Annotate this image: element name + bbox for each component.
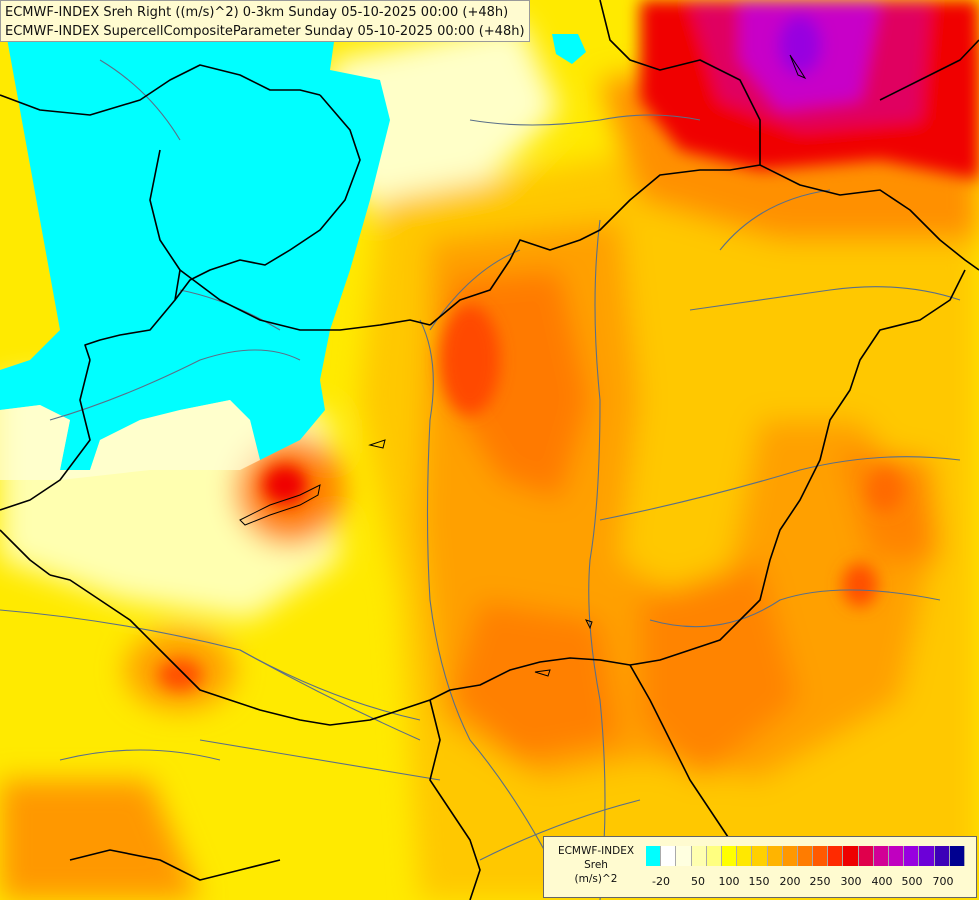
border-czechia-austria bbox=[84, 149, 181, 361]
legend-swatch bbox=[691, 846, 707, 866]
title-line-1: ECMWF-INDEX Sreh Right ((m/s)^2) 0-3km S… bbox=[5, 5, 509, 20]
river-sw bbox=[59, 749, 221, 761]
border-czechia-slovakia bbox=[174, 94, 361, 301]
legend-swatch bbox=[873, 846, 889, 866]
field-cyan-nw bbox=[0, 0, 390, 470]
legend-tick-label: 300 bbox=[840, 875, 862, 888]
field-red-core-1 bbox=[440, 305, 500, 415]
legend-swatch bbox=[661, 846, 677, 866]
legend-title-line-3: (m/s)^2 bbox=[574, 873, 618, 885]
river-west-3 bbox=[99, 59, 181, 141]
border-hungary-croatia bbox=[49, 574, 431, 726]
legend-tick-label: 250 bbox=[809, 875, 831, 888]
border-poland-slovakia bbox=[599, 0, 761, 165]
river-somes bbox=[689, 286, 961, 311]
river-tisza bbox=[588, 219, 606, 900]
field-darkorange-2 bbox=[450, 600, 620, 760]
legend-title: ECMWF-INDEX Sreh (m/s)^2 bbox=[548, 844, 644, 886]
river-south-east bbox=[649, 589, 941, 628]
legend-tick-label: 400 bbox=[871, 875, 893, 888]
legend-swatch bbox=[646, 846, 662, 866]
lake-small-2 bbox=[534, 669, 551, 677]
legend-swatch bbox=[858, 846, 874, 866]
river-east-1 bbox=[719, 189, 831, 251]
river-north bbox=[469, 114, 701, 126]
border-slovakia-ukraine bbox=[759, 164, 979, 271]
legend-tick-label: 500 bbox=[901, 875, 923, 888]
border-slovakia-hungary bbox=[429, 164, 761, 326]
border-croatia-serbia bbox=[429, 699, 481, 900]
legend-tick-label: 200 bbox=[779, 875, 801, 888]
legend-tick-label: 700 bbox=[932, 875, 954, 888]
field-red-core-2 bbox=[263, 465, 307, 505]
field-red-core-3 bbox=[158, 659, 202, 691]
legend-swatch bbox=[706, 846, 722, 866]
river-south-2 bbox=[479, 799, 641, 861]
legend-swatch bbox=[676, 846, 692, 866]
legend-swatch bbox=[949, 846, 965, 866]
border-austria-slovenia bbox=[0, 529, 51, 576]
field-red-core-4 bbox=[842, 563, 878, 607]
legend-tick-label: 100 bbox=[718, 875, 740, 888]
legend-swatch bbox=[797, 846, 814, 866]
border-croatia-bosnia bbox=[69, 849, 281, 881]
field-darkorange-3 bbox=[640, 560, 800, 780]
field-cyan-small bbox=[552, 34, 586, 64]
legend-tick-label: 150 bbox=[748, 875, 770, 888]
legend-swatch bbox=[889, 846, 905, 866]
river-danube-west bbox=[0, 609, 421, 741]
legend-swatch bbox=[737, 846, 753, 866]
legend-swatch bbox=[767, 846, 783, 866]
legend-ticks: -20 50 100 150 200 250 300 400 500 700 bbox=[646, 875, 972, 889]
lake-small-1 bbox=[368, 439, 386, 449]
river-sava bbox=[199, 739, 441, 781]
border-hungary-serbia bbox=[429, 657, 631, 701]
river-west-1 bbox=[49, 349, 301, 421]
border-austria-slovakia-hungary bbox=[179, 269, 431, 331]
color-legend: ECMWF-INDEX Sreh (m/s)^2 -20 50 100 150 200 2… bbox=[543, 836, 977, 898]
river-drava bbox=[239, 649, 421, 721]
field-southwest bbox=[0, 780, 200, 900]
lake-small-4 bbox=[789, 54, 807, 80]
river-danube-main bbox=[419, 319, 561, 881]
legend-swatch bbox=[721, 846, 738, 866]
title-line-2: ECMWF-INDEX SupercellCompositeParameter … bbox=[5, 24, 525, 39]
field-pale-edge bbox=[0, 400, 260, 480]
field-red-core-5 bbox=[867, 468, 903, 512]
legend-title-line-1: ECMWF-INDEX bbox=[557, 845, 635, 857]
lake-small-3 bbox=[585, 619, 593, 630]
legend-swatch bbox=[904, 846, 920, 866]
field-pale-north bbox=[330, 20, 560, 230]
legend-swatch bbox=[752, 846, 768, 866]
legend-swatch bbox=[828, 846, 844, 866]
river-mures bbox=[599, 456, 961, 521]
field-purple-ne bbox=[778, 15, 822, 75]
border-germany-czechia bbox=[0, 64, 321, 116]
legend-swatches bbox=[646, 846, 965, 866]
legend-swatch bbox=[782, 846, 798, 866]
border-hungary-romania bbox=[629, 269, 966, 666]
legend-swatch bbox=[843, 846, 859, 866]
border-ukraine-romania bbox=[879, 39, 979, 101]
legend-tick-label: -20 bbox=[652, 875, 670, 888]
map-title-box: ECMWF-INDEX Sreh Right ((m/s)^2) 0-3km S… bbox=[0, 0, 530, 42]
lake-balaton bbox=[239, 484, 321, 526]
border-austria-hungary bbox=[0, 359, 91, 511]
legend-tick-label: 50 bbox=[691, 875, 705, 888]
legend-swatch bbox=[934, 846, 950, 866]
legend-swatch bbox=[813, 846, 829, 866]
legend-title-line-2: Sreh bbox=[584, 859, 608, 871]
legend-swatch bbox=[919, 846, 935, 866]
